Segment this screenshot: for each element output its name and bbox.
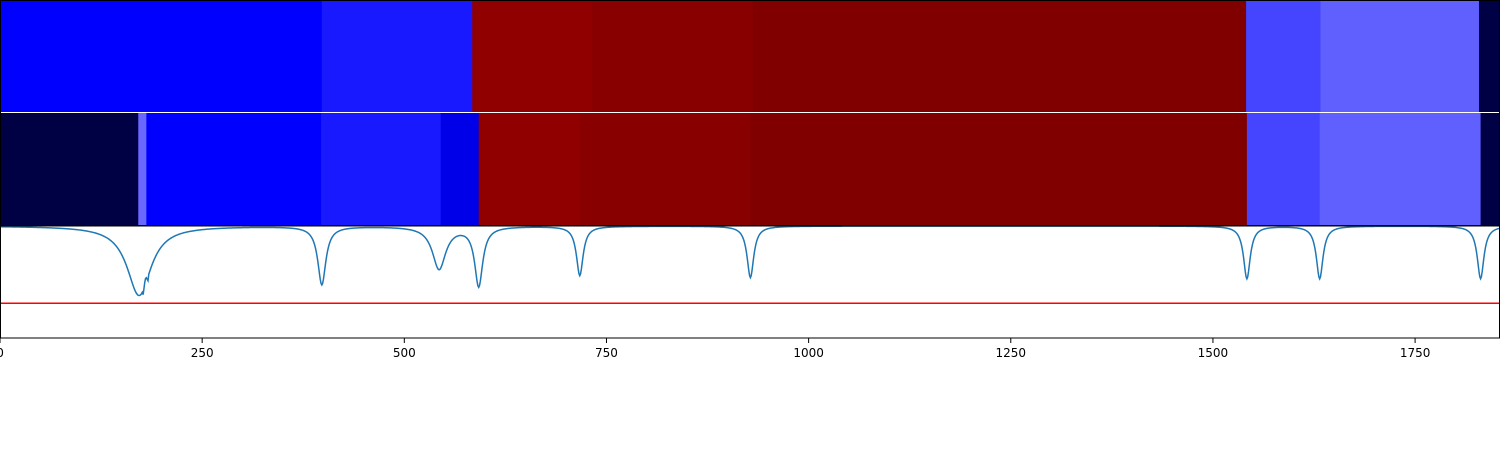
heatmap-cell-r2-s10 — [1319, 113, 1482, 226]
x-tick-label-1500: 1500 — [1198, 346, 1229, 360]
x-tick-label-0: 0 — [0, 346, 4, 360]
heatmap-cell-r2-s4 — [321, 113, 442, 226]
x-tick-label-1250: 1250 — [996, 346, 1027, 360]
x-tick-label-750: 750 — [595, 346, 618, 360]
heatmap-row-1 — [0, 0, 1500, 112]
signal-panel — [0, 225, 1500, 339]
heatmap-cell-r2-s2 — [138, 113, 147, 226]
x-tick-label-1000: 1000 — [793, 346, 824, 360]
x-tick-label-1750: 1750 — [1400, 346, 1431, 360]
signal-line — [0, 225, 1500, 297]
heatmap-cell-r1-s7 — [1320, 0, 1480, 112]
heatmap-row-2 — [0, 113, 1500, 226]
heatmap-cell-r2-s3 — [146, 113, 322, 226]
heatmap-cell-r2-s5 — [440, 113, 480, 226]
signal-panel-background — [0, 226, 1500, 338]
x-tick-label-500: 500 — [393, 346, 416, 360]
heatmap-cell-r1-s6 — [1246, 0, 1321, 112]
heatmap-cell-r2-s6 — [478, 113, 581, 226]
heatmap-cell-r2-s7 — [579, 113, 751, 226]
heatmap-cell-r2-s11 — [1480, 113, 1500, 226]
heatmap-cell-r2-s1 — [0, 113, 139, 226]
heatmap-cell-r1-s2 — [321, 0, 473, 112]
x-axis: 0 250 500 750 1000 1250 1500 1750 — [0, 338, 1430, 360]
heatmap-cell-r2-s8 — [750, 113, 1248, 226]
heatmap-cell-r1-s8 — [1478, 0, 1500, 112]
heatmap-cell-r1-s3 — [472, 0, 593, 112]
x-tick-label-250: 250 — [191, 346, 214, 360]
heatmap-cell-r1-s1 — [0, 0, 323, 112]
heatmap-rows — [0, 0, 1500, 226]
heatmap-cell-r1-s4 — [591, 0, 754, 112]
heatmap-cell-r1-s5 — [752, 0, 1247, 112]
heatmap-cell-r2-s9 — [1246, 113, 1321, 226]
